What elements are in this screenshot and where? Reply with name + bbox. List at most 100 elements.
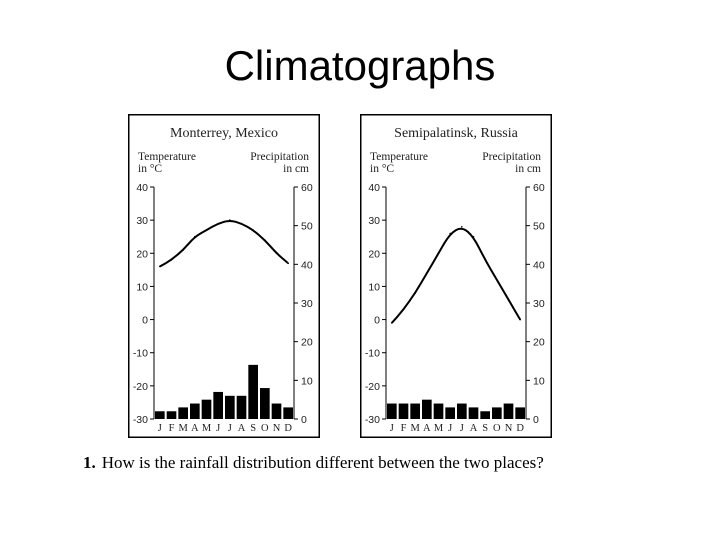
right-axis-unit: in cm: [283, 163, 309, 175]
temperature-point: [437, 252, 440, 255]
left-axis-unit: in °C: [138, 163, 162, 175]
left-tick-label: 10: [136, 281, 148, 293]
climatograph-semipalatinsk: Semipalatinsk, Russia Temperature in °C Pre…: [360, 114, 552, 438]
chart-title: Monterrey, Mexico: [170, 126, 278, 141]
temperature-point: [217, 222, 219, 225]
right-tick-label: 60: [301, 182, 313, 194]
month-label: D: [284, 423, 292, 434]
left-tick-label: 10: [368, 281, 380, 293]
question-text: How is the rainfall distribution differe…: [101, 453, 544, 472]
right-tick-label: 60: [533, 182, 545, 194]
left-tick-label: 0: [142, 315, 148, 327]
month-label: J: [460, 423, 464, 434]
right-tick-label: 40: [533, 259, 545, 271]
temperature-point: [496, 279, 498, 281]
month-label: A: [238, 423, 246, 434]
month-label: A: [423, 423, 431, 434]
precip-bar: [445, 407, 455, 419]
right-tick-label: 0: [533, 414, 539, 426]
temperature-point: [391, 322, 393, 324]
month-label: A: [191, 423, 199, 434]
precip-bar: [236, 395, 247, 419]
month-label: F: [401, 423, 407, 434]
precip-bar: [260, 388, 270, 419]
temperature-point: [472, 235, 475, 238]
temperature-point: [519, 318, 521, 321]
left-tick-label: -10: [365, 348, 380, 360]
right-tick-label: 30: [301, 298, 313, 310]
month-label: O: [261, 423, 269, 434]
temperature-line: [391, 227, 522, 324]
precip-bar: [190, 403, 200, 419]
month-label: J: [158, 423, 162, 434]
left-tick-label: 40: [368, 182, 380, 194]
precip-bar: [387, 403, 397, 419]
temperature-point: [240, 222, 243, 225]
temperature-point: [252, 229, 254, 231]
left-axis-label: Temperature: [370, 151, 428, 163]
month-label: J: [390, 423, 394, 434]
left-tick-label: 30: [368, 215, 380, 227]
chart-title: Semipalatinsk, Russia: [394, 126, 518, 141]
month-label: N: [273, 423, 281, 434]
right-tick-label: 50: [533, 221, 545, 233]
temperature-point: [229, 219, 231, 221]
right-axis-unit: in cm: [515, 163, 541, 175]
right-axis-label: Precipitation: [482, 151, 541, 163]
precip-bar: [492, 407, 502, 419]
right-tick-label: 20: [533, 337, 545, 349]
month-label: S: [250, 423, 256, 434]
precip-bar: [398, 403, 409, 419]
left-axis-unit: in °C: [370, 163, 394, 175]
month-label: J: [448, 423, 452, 434]
precip-bar: [480, 411, 490, 419]
right-tick-label: 10: [301, 375, 313, 387]
month-label: M: [434, 423, 444, 434]
right-tick-label: 10: [533, 375, 545, 387]
precip-bar: [468, 407, 479, 419]
temperature-point: [461, 226, 463, 228]
temperature-point: [484, 259, 486, 261]
question-number: 1.: [83, 453, 96, 472]
temperature-point: [194, 235, 196, 238]
right-tick-label: 20: [301, 337, 313, 349]
precip-bar: [410, 403, 420, 419]
left-tick-label: -30: [133, 414, 148, 426]
slide-title: Climatographs: [224, 42, 496, 89]
temperature-point: [414, 292, 416, 294]
precip-bar: [155, 411, 165, 419]
precip-bar: [283, 407, 293, 419]
precip-bar: [457, 403, 467, 419]
temperature-point: [287, 262, 289, 264]
right-tick-label: 40: [301, 259, 313, 271]
chart-frame: [360, 114, 552, 438]
left-tick-label: -20: [365, 381, 380, 393]
precip-bar: [422, 399, 432, 419]
month-label: J: [228, 423, 232, 434]
question: 1. How is the rainfall distribution diffe…: [83, 453, 703, 473]
precip-bar: [201, 399, 212, 419]
precip-bar: [213, 391, 223, 419]
month-label: J: [216, 423, 220, 434]
left-tick-label: 40: [136, 182, 148, 194]
precip-bar: [433, 403, 444, 419]
temperature-point: [402, 308, 405, 311]
temperature-point: [170, 259, 173, 261]
precip-bar: [166, 411, 177, 419]
temperature-point: [507, 298, 510, 301]
temperature-point: [182, 249, 184, 251]
temperature-line: [159, 219, 290, 268]
left-tick-label: -30: [365, 414, 380, 426]
temperature-point: [159, 265, 161, 268]
month-label: A: [470, 423, 478, 434]
left-tick-label: 20: [136, 248, 148, 260]
month-label: M: [178, 423, 188, 434]
chart-frame: [128, 114, 320, 438]
right-axis-label: Precipitation: [250, 151, 309, 163]
precip-bar: [271, 403, 282, 419]
temperature-point: [275, 252, 278, 255]
left-tick-label: 0: [374, 315, 380, 327]
left-tick-label: 30: [136, 215, 148, 227]
temperature-point: [205, 229, 208, 231]
